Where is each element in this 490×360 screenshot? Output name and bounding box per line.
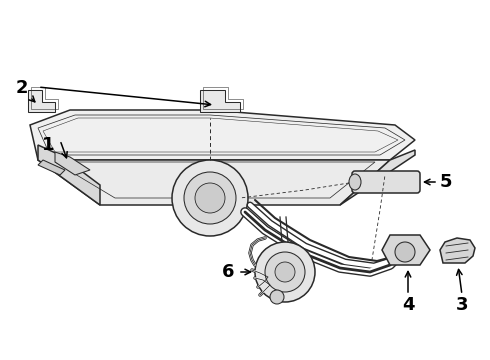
Polygon shape xyxy=(440,238,475,263)
Polygon shape xyxy=(200,90,240,112)
Circle shape xyxy=(265,252,305,292)
Polygon shape xyxy=(38,160,390,205)
Polygon shape xyxy=(340,150,415,205)
Polygon shape xyxy=(55,152,90,175)
Polygon shape xyxy=(382,235,430,265)
FancyBboxPatch shape xyxy=(352,171,420,193)
Text: 5: 5 xyxy=(440,173,452,191)
Text: 3: 3 xyxy=(456,296,468,314)
Text: 2: 2 xyxy=(16,79,28,97)
Text: 1: 1 xyxy=(42,136,54,154)
Polygon shape xyxy=(30,110,415,160)
Ellipse shape xyxy=(349,174,361,190)
Circle shape xyxy=(184,172,236,224)
Circle shape xyxy=(195,183,225,213)
Polygon shape xyxy=(28,90,55,112)
Circle shape xyxy=(270,290,284,304)
Circle shape xyxy=(255,242,315,302)
Text: 4: 4 xyxy=(402,296,414,314)
Polygon shape xyxy=(38,145,100,205)
Polygon shape xyxy=(38,160,65,175)
Text: 6: 6 xyxy=(222,263,234,281)
Circle shape xyxy=(172,160,248,236)
Circle shape xyxy=(395,242,415,262)
Circle shape xyxy=(275,262,295,282)
